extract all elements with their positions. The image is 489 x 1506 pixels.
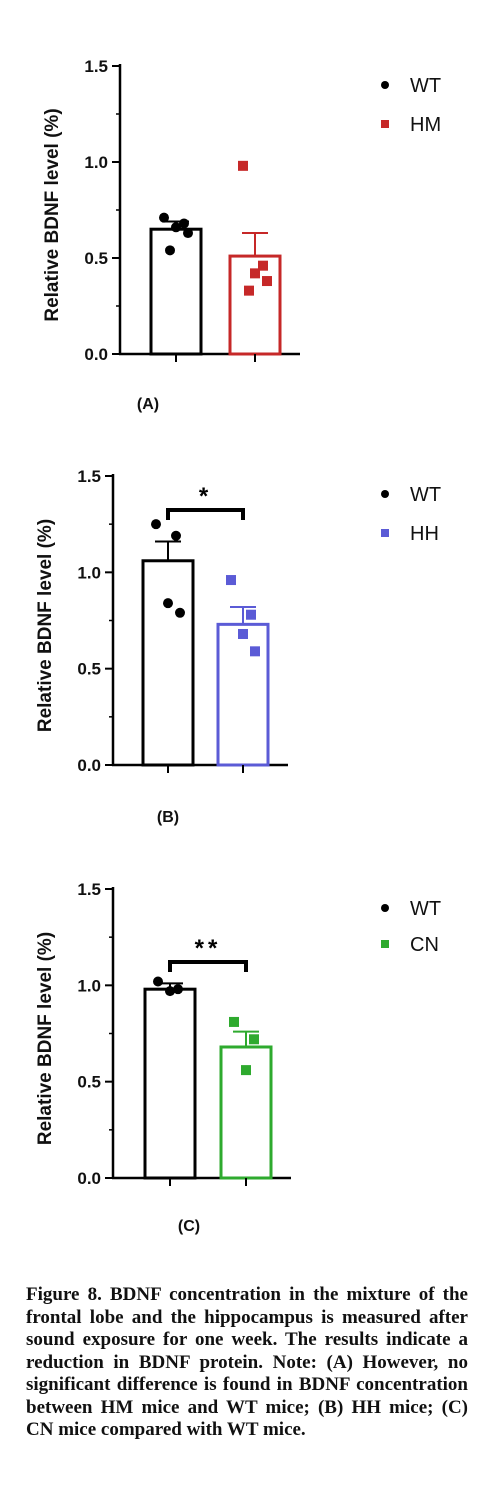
significance-marker: ** — [195, 935, 222, 962]
chart-panel-b: 0.0 0.5 1.0 1.5 Relative BDNF level (%) * WT HH… — [35, 467, 441, 826]
significance-marker: * — [199, 483, 212, 510]
data-point — [238, 160, 248, 171]
y-axis-title: Relative BDNF level (%) — [42, 108, 63, 321]
y-axis-title: Relative BDNF level (%) — [35, 932, 56, 1145]
data-point — [241, 1065, 251, 1076]
panel-label: (C) — [178, 1218, 200, 1235]
legend-marker — [381, 529, 389, 537]
figure-canvas: 0.0 0.5 1.0 1.5 Relative BDNF level (%) WT HM (… — [35, 57, 441, 1235]
data-point — [183, 228, 193, 239]
legend-marker — [381, 940, 389, 948]
significance-bracket — [168, 960, 248, 972]
data-point — [244, 285, 254, 296]
panel-label: (B) — [157, 809, 179, 826]
chart-panel-c: 0.0 0.5 1.0 1.5 Relative BDNF level (%) ** WT C… — [35, 880, 441, 1235]
significance-bracket — [166, 508, 245, 520]
data-point — [226, 575, 236, 586]
data-point — [246, 609, 256, 620]
bar-wt — [149, 227, 203, 356]
data-point — [171, 530, 181, 541]
y-tick-label: 0.0 — [77, 1169, 101, 1188]
data-point — [165, 986, 175, 997]
y-tick-label: 1.5 — [77, 467, 101, 486]
data-point — [165, 245, 175, 256]
legend-marker — [381, 904, 389, 912]
data-point — [159, 212, 169, 223]
legend-marker — [381, 490, 389, 498]
data-point — [250, 268, 260, 279]
data-point — [229, 1016, 239, 1027]
bar-hh — [216, 622, 270, 767]
data-point — [179, 218, 189, 229]
data-point — [173, 984, 183, 995]
chart-panel-a: 0.0 0.5 1.0 1.5 Relative BDNF level (%) WT HM (… — [42, 57, 441, 413]
data-point — [249, 1034, 259, 1045]
data-point — [175, 607, 185, 618]
y-tick-label: 0.5 — [84, 249, 108, 268]
legend-label: WT — [410, 75, 441, 97]
legend-label: CN — [410, 934, 439, 956]
legend-label: WT — [410, 898, 441, 920]
data-point — [238, 628, 248, 639]
data-point — [171, 222, 181, 233]
y-tick-label: 1.5 — [84, 57, 108, 76]
y-tick-label: 1.0 — [77, 976, 101, 995]
figure-caption: Figure 8. BDNF concentration in the mixt… — [26, 1284, 468, 1440]
legend-marker — [381, 81, 389, 89]
panel-label: (A) — [137, 396, 159, 413]
y-tick-label: 0.0 — [77, 756, 101, 775]
y-tick-label: 1.0 — [77, 563, 101, 582]
y-tick-label: 0.0 — [84, 345, 108, 364]
y-tick-label: 1.5 — [77, 880, 101, 899]
data-point — [262, 276, 272, 287]
data-point — [153, 976, 163, 987]
y-tick-label: 1.0 — [84, 153, 108, 172]
y-axis-title: Relative BDNF level (%) — [35, 519, 56, 732]
legend-label: HH — [410, 523, 439, 545]
data-point — [250, 646, 260, 657]
bar-wt — [143, 987, 197, 1180]
data-point — [258, 260, 268, 271]
data-point — [151, 519, 161, 530]
y-tick-label: 0.5 — [77, 1073, 101, 1092]
legend-marker — [381, 120, 389, 128]
data-point — [163, 598, 173, 609]
bar-wt — [141, 559, 195, 767]
legend-label: WT — [410, 484, 441, 506]
y-tick-label: 0.5 — [77, 660, 101, 679]
legend-label: HM — [410, 114, 441, 136]
